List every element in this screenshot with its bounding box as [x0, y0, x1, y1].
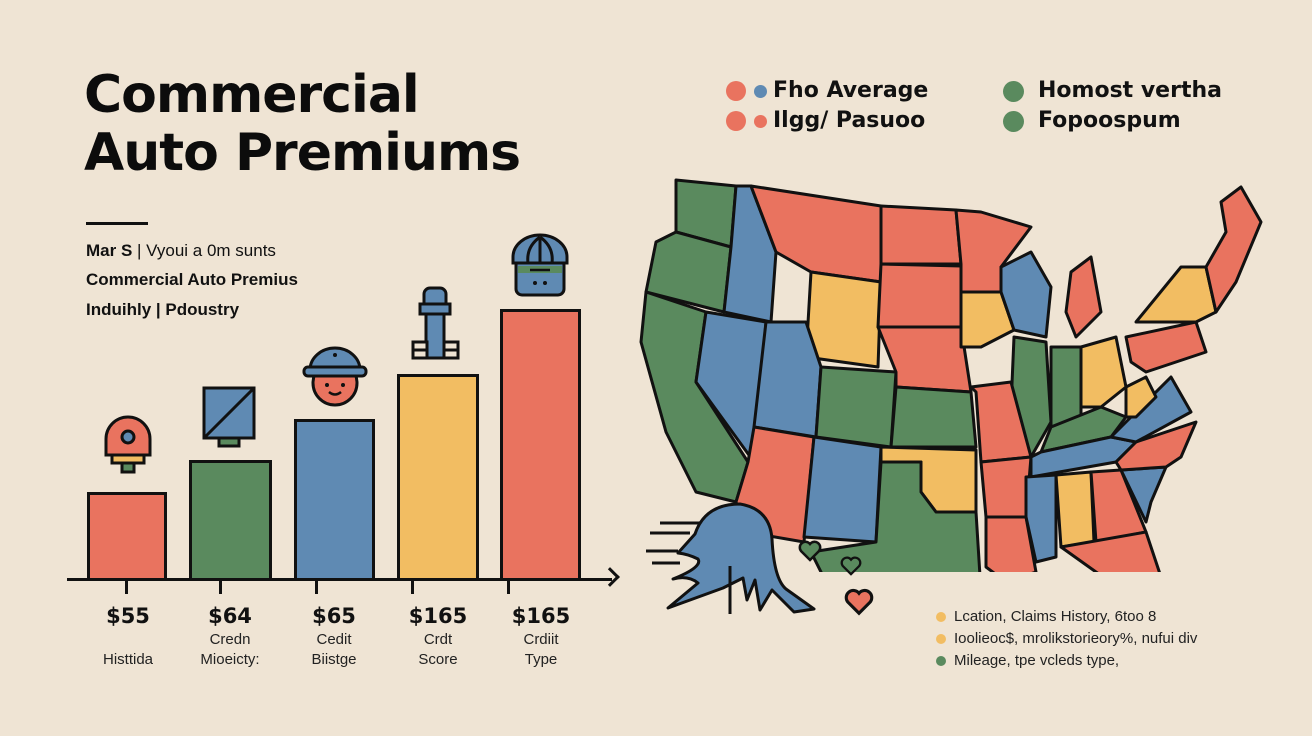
state-la [984, 515, 1038, 572]
axis-arrow-icon [600, 567, 620, 587]
title-line-1: Commercial [84, 65, 420, 125]
category-line: Crdiit [523, 631, 559, 648]
bar-category-1: Histtida [102, 651, 154, 668]
state-in [1049, 345, 1083, 429]
heart-green-icon [798, 540, 822, 562]
legend-dot-blue-icon [754, 84, 767, 98]
legend-item: Homost vertha [1003, 76, 1222, 106]
bar-category-5: Crdiit Type [481, 630, 601, 670]
state-mi [1064, 255, 1103, 339]
heart-red-icon [844, 588, 874, 616]
note-text: Ioolieoc$, mrolikstorieory%, nufui div [954, 630, 1198, 647]
state-ut [752, 320, 823, 439]
axis-tick [507, 580, 510, 594]
note-item: Lcation, Claims History, 6too 8 [936, 606, 1197, 628]
category-line: Crdt [423, 631, 453, 648]
legend-left: Fho Average Ilgg/ Pasuoo [726, 76, 928, 136]
category-line: Mioeicty: [200, 651, 260, 668]
state-co [814, 365, 898, 449]
legend-dot-red-icon [726, 81, 746, 101]
state-ia [959, 290, 1016, 349]
heart-green-icon [840, 556, 862, 576]
category-line: Type [524, 651, 558, 668]
alaska-figure-icon [646, 502, 816, 614]
legend-label: Fopoospum [1038, 108, 1181, 133]
factor-notes: Lcation, Claims History, 6too 8 Ioolieoc… [936, 606, 1197, 672]
legend-dot-red-icon [754, 114, 767, 128]
legend-right: Homost vertha Fopoospum [1003, 76, 1222, 136]
category-line: Cedit [316, 631, 352, 648]
category-line: Score [418, 651, 458, 668]
subtitle-line-3: Induihly | Pdoustry [86, 300, 240, 319]
state-pa [1124, 320, 1208, 374]
bar-4 [397, 374, 479, 581]
note-text: Lcation, Claims History, 6too 8 [954, 608, 1157, 625]
bullet-yellow-icon [936, 612, 946, 622]
category-line: Credn [209, 631, 251, 648]
worker-face-icon [302, 346, 368, 407]
state-sd [876, 262, 963, 329]
state-al [1054, 470, 1096, 549]
legend-label: Homost vertha [1038, 78, 1222, 103]
note-item: Ioolieoc$, mrolikstorieory%, nufui div [936, 628, 1197, 650]
legend-item: Ilgg/ Pasuoo [726, 106, 928, 136]
bar-value-4: $165 [408, 604, 468, 628]
bar-category-4: Crdt Score [378, 630, 498, 670]
legend-dot-green-icon [1003, 110, 1024, 132]
state-ky [1039, 405, 1128, 454]
bar-3 [294, 419, 375, 581]
legend-dot-red-icon [726, 111, 746, 131]
subtitle-line-1: Mar S | Vyoui a 0m sunts [86, 240, 276, 262]
state-wi [999, 250, 1053, 339]
helmet-icon [511, 233, 569, 297]
axis-tick [125, 580, 128, 594]
title-line-2: Auto Premiums [84, 123, 521, 183]
state-tx [809, 460, 982, 572]
state-nd [879, 204, 963, 266]
bar-value-2: $64 [208, 604, 252, 628]
category-line: Biistge [311, 651, 357, 668]
x-axis [67, 578, 612, 581]
note-text: Mileage, tpe vcleds type, [954, 652, 1120, 669]
state-or [644, 230, 733, 314]
title-divider [86, 222, 148, 225]
legend-label: Fho Average [773, 78, 929, 103]
bar-2 [189, 460, 272, 581]
axis-tick [219, 580, 222, 594]
bar-value-1: $55 [106, 604, 150, 628]
bar-category-2: Credn Mioeicty: [170, 630, 290, 670]
pillar-icon [411, 286, 460, 360]
bar-value-5: $165 [511, 604, 571, 628]
bar-category-3: Cedit Biistge [274, 630, 394, 670]
us-map [639, 178, 1263, 572]
page-title: Commercial Auto Premiums [84, 65, 521, 183]
legend-item: Fho Average [726, 76, 928, 106]
state-ks [889, 385, 978, 449]
bar-1 [87, 492, 167, 581]
note-item: Mileage, tpe vcleds type, [936, 650, 1197, 672]
state-oh [1079, 335, 1128, 409]
state-ar [979, 455, 1033, 519]
subtitle-rest: | Vyoui a 0m sunts [137, 241, 276, 260]
state-new-england [1204, 185, 1263, 314]
state-wv [1124, 375, 1158, 419]
box-icon [202, 386, 256, 448]
state-ms [1024, 473, 1058, 564]
subtitle-bold: Mar S [86, 241, 133, 260]
bar-chart: $55 $64 $65 $165 $165 Histtida Credn Mio… [0, 0, 640, 736]
bullet-yellow-icon [936, 634, 946, 644]
legend-item: Fopoospum [1003, 106, 1222, 136]
legend-label: Ilgg/ Pasuoo [773, 108, 926, 133]
legend-dot-green-icon [1003, 80, 1024, 102]
bar-value-3: $65 [312, 604, 356, 628]
state-ny [1134, 265, 1218, 324]
bullet-green-icon [936, 656, 946, 666]
axis-tick [315, 580, 318, 594]
state-fl [1059, 530, 1161, 572]
axis-tick [411, 580, 414, 594]
subtitle-line-2: Commercial Auto Premius [86, 270, 298, 289]
bar-5 [500, 309, 581, 581]
person-pin-icon [104, 415, 152, 474]
